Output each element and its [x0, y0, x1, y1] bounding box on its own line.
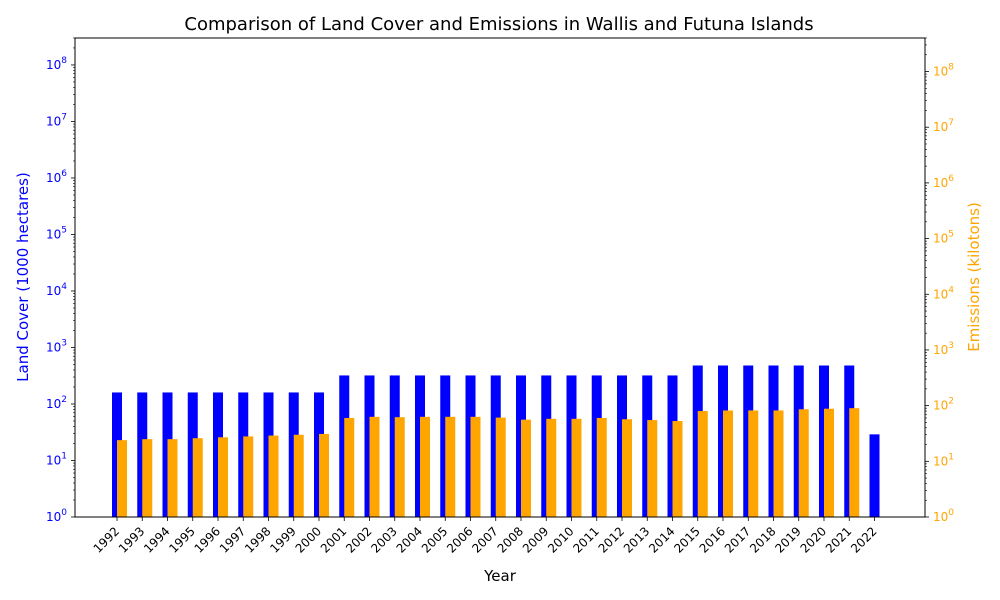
y-left-axis-title: Land Cover (1000 hectares) — [14, 172, 32, 382]
bar-emissions-2000 — [319, 433, 329, 517]
bar-emissions-2015 — [697, 411, 708, 517]
bar-emissions-2019 — [798, 409, 809, 517]
bar-emissions-2007 — [495, 417, 506, 517]
bar-emissions-2011 — [596, 417, 607, 517]
y-left-axis: 100 101 102 103 104 105 106 107 108 — [46, 37, 75, 524]
left-tick-label: 104 — [46, 282, 67, 298]
bar-emissions-2005 — [445, 416, 456, 517]
right-tick-label: 106 — [933, 174, 954, 190]
bar-emissions-2006 — [470, 416, 481, 517]
right-tick-label: 108 — [933, 63, 954, 79]
right-tick-label: 107 — [933, 118, 954, 134]
right-tick-label: 100 — [933, 508, 954, 524]
bar-emissions-1999 — [293, 434, 304, 517]
x-axis-title: Year — [483, 567, 517, 585]
left-tick-label: 101 — [46, 451, 67, 467]
right-tick-label: 101 — [933, 452, 954, 468]
left-tick-label: 107 — [46, 112, 67, 128]
bar-emissions-2018 — [773, 410, 784, 517]
bar-emissions-2009 — [546, 418, 557, 517]
bar-emissions-1994 — [167, 439, 178, 517]
bar-emissions-2016 — [723, 410, 733, 517]
bar-emissions-2004 — [420, 416, 430, 517]
bars-layer — [112, 365, 880, 517]
bar-emissions-1995 — [192, 438, 203, 517]
y-right-axis-title: Emissions (kilotons) — [965, 202, 983, 352]
bar-emissions-2010 — [571, 418, 582, 517]
bar-emissions-1992 — [117, 440, 127, 517]
bar-emissions-2020 — [824, 408, 834, 517]
bar-emissions-1993 — [142, 439, 153, 517]
chart-title: Comparison of Land Cover and Emissions i… — [184, 14, 813, 35]
bar-land-cover-2022 — [869, 434, 880, 517]
y-right-axis: 100 101 102 103 104 105 106 107 108 — [925, 37, 954, 524]
bar-emissions-2014 — [672, 420, 683, 517]
left-tick-label: 108 — [46, 56, 67, 72]
bar-emissions-2008 — [521, 419, 531, 517]
right-tick-label: 104 — [933, 285, 954, 301]
bar-emissions-1997 — [243, 436, 254, 517]
bar-emissions-1998 — [268, 435, 279, 517]
bar-emissions-2013 — [647, 420, 658, 517]
bar-emissions-2021 — [849, 408, 860, 517]
bar-emissions-2003 — [394, 417, 405, 517]
bar-emissions-2002 — [369, 416, 380, 517]
left-tick-label: 100 — [46, 508, 67, 524]
bar-emissions-2012 — [622, 419, 632, 517]
right-tick-label: 102 — [933, 397, 954, 413]
right-tick-label: 105 — [933, 230, 954, 246]
left-tick-label: 106 — [46, 169, 67, 185]
left-tick-label: 103 — [46, 338, 67, 354]
left-tick-label: 102 — [46, 395, 67, 411]
left-tick-label: 105 — [46, 225, 67, 241]
bar-emissions-2001 — [344, 417, 355, 517]
bar-emissions-2017 — [748, 410, 759, 517]
right-tick-label: 103 — [933, 341, 954, 357]
bar-emissions-1996 — [218, 437, 228, 517]
